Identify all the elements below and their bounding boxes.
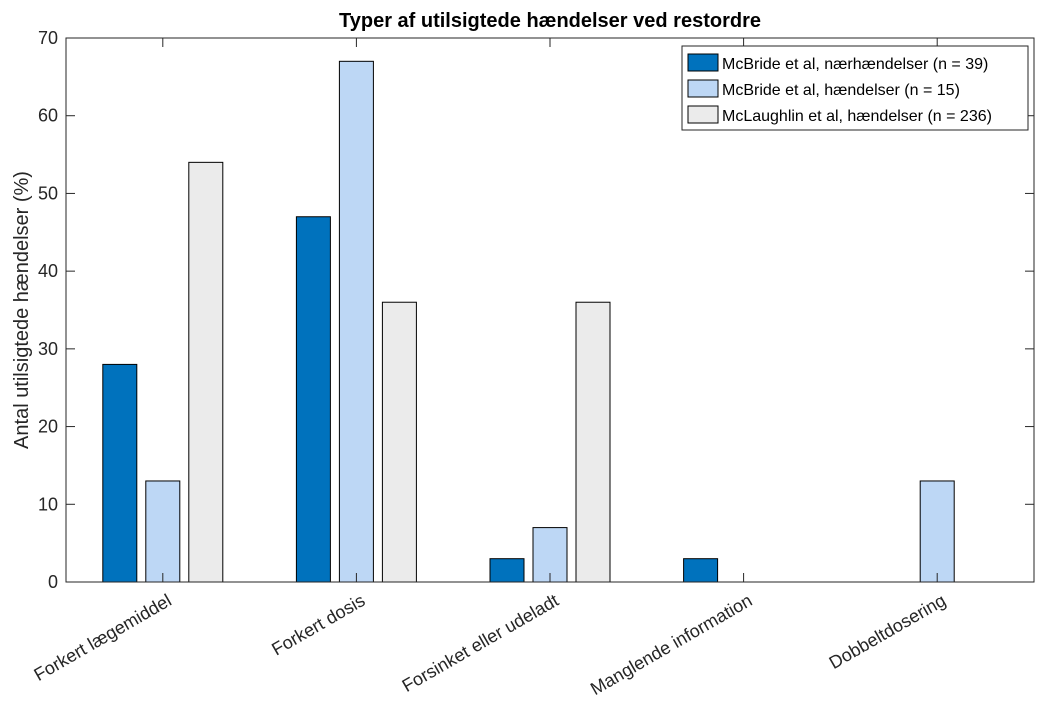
bar — [919, 480, 955, 583]
x-tick-label: Forsinket eller udeladt — [399, 590, 562, 696]
y-tick-label: 50 — [38, 183, 58, 203]
bar — [102, 363, 138, 583]
bar — [188, 161, 224, 583]
legend-swatch — [687, 105, 719, 124]
bars-group — [102, 60, 955, 583]
y-tick-label: 0 — [48, 572, 58, 592]
x-tick-label: Forkert dosis — [268, 590, 368, 659]
x-tick-label: Manglende information — [587, 590, 756, 699]
bar — [381, 301, 417, 583]
legend-label: McBride et al, hændelser (n = 15) — [722, 82, 960, 99]
x-axis: Forkert lægemiddel Forkert dosis Forsinket… — [31, 38, 950, 699]
bar — [532, 527, 568, 583]
bar — [489, 558, 525, 583]
y-tick-label: 30 — [38, 339, 58, 359]
legend-swatch — [687, 79, 719, 98]
legend-swatch — [687, 53, 719, 72]
y-tick-label: 10 — [38, 494, 58, 514]
legend-label: McBride et al, nærhændelser (n = 39) — [722, 56, 988, 73]
chart-title: Typer af utilsigtede hændelser ved resto… — [339, 10, 761, 32]
x-tick-label: Dobbeltdosering — [826, 590, 950, 673]
y-tick-label: 60 — [38, 106, 58, 126]
legend: McBride et al, nærhændelser (n = 39) McBr… — [681, 45, 1029, 131]
y-tick-label: 40 — [38, 261, 58, 281]
y-axis-label: Antal utilsigtede hændelser (%) — [11, 171, 33, 449]
legend-label: McLaughlin et al, hændelser (n = 236) — [722, 108, 992, 125]
bar — [683, 558, 719, 583]
legend-box — [681, 45, 1029, 131]
bar — [575, 301, 611, 583]
y-tick-label: 20 — [38, 417, 58, 437]
bar — [338, 60, 374, 583]
y-tick-label: 70 — [38, 28, 58, 48]
y-axis: 0 10 20 30 40 50 60 70 — [38, 28, 1034, 592]
bar — [295, 216, 331, 583]
bar — [145, 480, 181, 583]
x-tick-label: Forkert lægemiddel — [31, 590, 175, 685]
